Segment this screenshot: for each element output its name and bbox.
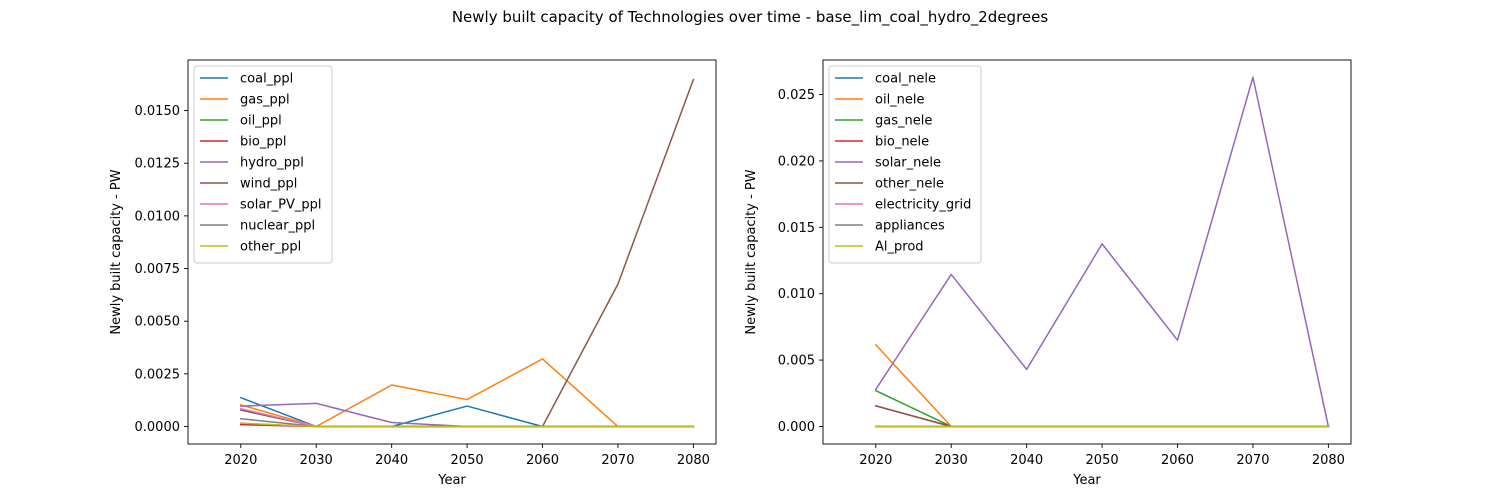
legend-label: solar_nele bbox=[875, 156, 941, 171]
x-axis-label: Year bbox=[437, 473, 466, 488]
y-tick-label: 0.0075 bbox=[135, 262, 181, 277]
y-tick-label: 0.025 bbox=[778, 88, 815, 103]
y-tick-label: 0.0100 bbox=[135, 209, 181, 224]
x-tick-label: 2050 bbox=[1086, 453, 1119, 468]
legend-label: nuclear_ppl bbox=[240, 219, 315, 234]
legend: coal_ppl gas_ppl oil_ppl bio_ppl hydro_pplwi… bbox=[193, 65, 333, 264]
legend-label: bio_nele bbox=[875, 135, 929, 150]
legend-label: hydro_ppl bbox=[240, 156, 304, 171]
legend-label: oil_ppl bbox=[240, 114, 282, 129]
x-tick-label: 2080 bbox=[677, 453, 710, 468]
series-lines bbox=[874, 76, 1330, 428]
subplot-power-plants: 2020 2030 2040 2050 2060 2070 2080 0.0000 0.0025… bbox=[109, 59, 717, 488]
legend-label: appliances bbox=[875, 219, 945, 234]
legend-label: oil_nele bbox=[875, 93, 925, 108]
x-tick-label: 2060 bbox=[526, 453, 559, 468]
x-tick-label: 2030 bbox=[300, 453, 333, 468]
y-tick-label: 0.0025 bbox=[135, 367, 181, 382]
axes-frame bbox=[187, 59, 717, 445]
x-tick-label: 2080 bbox=[1312, 453, 1345, 468]
y-tick-label: 0.0125 bbox=[135, 157, 181, 172]
legend-label: electricity_grid bbox=[875, 198, 971, 213]
y-tick-label: 0.000 bbox=[778, 420, 815, 435]
legend-label: gas_nele bbox=[875, 114, 932, 129]
legend-label: coal_nele bbox=[875, 72, 936, 87]
series-lines bbox=[239, 78, 695, 428]
series-line-solar-nele bbox=[874, 76, 1330, 428]
y-axis-label: Newly built capacity - PW bbox=[744, 169, 759, 334]
y-tick-label: 0.020 bbox=[778, 154, 815, 169]
legend-label: wind_ppl bbox=[240, 177, 297, 192]
x-tick-label: 2030 bbox=[935, 453, 968, 468]
legend-label: coal_ppl bbox=[240, 72, 293, 87]
x-tick-label: 2020 bbox=[859, 453, 892, 468]
legend-label: gas_ppl bbox=[240, 93, 290, 108]
y-tick-label: 0.0050 bbox=[135, 315, 181, 330]
x-tick-label: 2040 bbox=[1010, 453, 1043, 468]
y-tick-label: 0.005 bbox=[778, 354, 815, 369]
y-axis-label: Newly built capacity - PW bbox=[109, 169, 124, 334]
y-tick-label: 0.0000 bbox=[135, 420, 181, 435]
legend-label: Al_prod bbox=[875, 240, 924, 255]
legend-frame bbox=[828, 65, 982, 264]
y-tick-label: 0.015 bbox=[778, 221, 815, 236]
legend: coal_nele oil_nele gas_nele bio_nele solar_n… bbox=[828, 65, 982, 264]
x-tick-label: 2040 bbox=[375, 453, 408, 468]
x-tick-label: 2070 bbox=[601, 453, 634, 468]
series-line-other-ppl bbox=[240, 422, 695, 428]
axes-frame bbox=[822, 59, 1352, 445]
x-tick-label: 2020 bbox=[224, 453, 257, 468]
legend-label: other_nele bbox=[875, 177, 944, 192]
x-tick-label: 2060 bbox=[1161, 453, 1194, 468]
y-tick-label: 0.010 bbox=[778, 287, 815, 302]
legend-label: other_ppl bbox=[240, 240, 301, 255]
legend-label: solar_PV_ppl bbox=[240, 198, 322, 213]
x-tick-label: 2070 bbox=[1236, 453, 1269, 468]
subplot-other-technologies: 2020 2030 2040 2050 2060 2070 2080 0.000 0.005 0.… bbox=[744, 59, 1352, 488]
y-tick-label: 0.0150 bbox=[135, 104, 181, 119]
legend-label: bio_ppl bbox=[240, 135, 286, 150]
x-axis-label: Year bbox=[1072, 473, 1101, 488]
figure-title: Newly built capacity of Technologies ove… bbox=[452, 8, 1049, 27]
legend-frame bbox=[193, 65, 333, 264]
x-tick-label: 2050 bbox=[451, 453, 484, 468]
